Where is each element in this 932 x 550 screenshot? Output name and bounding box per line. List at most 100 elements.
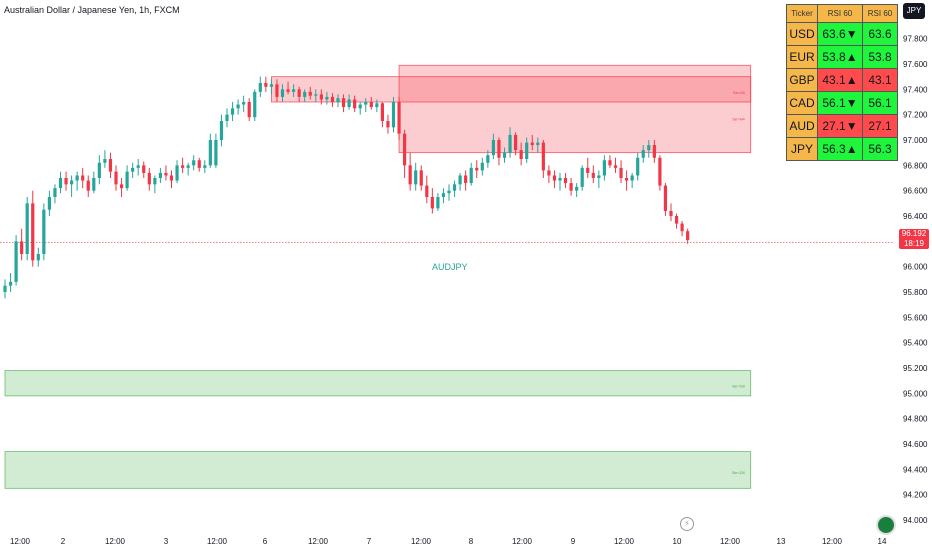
candle-body bbox=[47, 197, 51, 210]
candle-body bbox=[630, 175, 634, 181]
candle-body bbox=[175, 165, 179, 181]
candle-body bbox=[625, 178, 629, 181]
candle-body bbox=[64, 178, 68, 185]
candle-body bbox=[619, 167, 623, 178]
candle-body bbox=[264, 83, 268, 87]
candle-body bbox=[597, 175, 601, 178]
candle-body bbox=[75, 175, 79, 181]
candle-body bbox=[247, 102, 251, 118]
candle-body bbox=[375, 103, 379, 108]
x-tick-label: 10 bbox=[673, 537, 682, 546]
candle-body bbox=[536, 142, 540, 146]
candle-body bbox=[258, 83, 262, 92]
candle-body bbox=[497, 140, 501, 158]
candle-body bbox=[514, 134, 518, 151]
candle-body bbox=[142, 165, 146, 173]
demand-zone bbox=[4, 451, 752, 489]
candle-body bbox=[586, 167, 590, 173]
candle-body bbox=[558, 178, 562, 181]
candle-body bbox=[25, 203, 29, 254]
rsi-value-b: 43.1 bbox=[862, 68, 898, 92]
candle-body bbox=[330, 96, 335, 102]
candle-body bbox=[408, 165, 412, 185]
candle-body bbox=[197, 160, 201, 168]
rsi-row-cad: CAD 56.1▼ 56.1 bbox=[786, 91, 898, 115]
y-tick-label: 96.400 bbox=[903, 212, 928, 221]
y-tick-label: 97.400 bbox=[903, 85, 928, 94]
candle-body bbox=[652, 145, 656, 158]
rsi-value-a: 27.1▼ bbox=[817, 114, 863, 138]
rsi-row-usd: USD 63.6▼ 63.6 bbox=[786, 22, 898, 46]
x-tick-label: 12:00 bbox=[105, 537, 126, 546]
candle-body bbox=[81, 175, 85, 181]
candle-body bbox=[125, 171, 129, 189]
current-price: 96.192 bbox=[901, 229, 927, 238]
candle-body bbox=[486, 155, 490, 163]
rsi-value-a: 56.3▲ bbox=[817, 137, 863, 161]
x-tick-label: 7 bbox=[367, 537, 372, 546]
candle-body bbox=[36, 254, 40, 261]
x-tick-label: 6 bbox=[263, 537, 268, 546]
y-tick-label: 95.000 bbox=[903, 389, 928, 398]
candle-body bbox=[641, 150, 645, 158]
candle-body bbox=[353, 99, 357, 109]
y-tick-label: 97.000 bbox=[903, 136, 928, 145]
candle-body bbox=[369, 102, 373, 108]
y-tick-label: 96.600 bbox=[903, 187, 928, 196]
candle-body bbox=[97, 162, 101, 178]
candle-body bbox=[658, 157, 662, 186]
candle-body bbox=[636, 157, 640, 176]
y-tick-label: 97.800 bbox=[903, 35, 928, 44]
candle-body bbox=[647, 145, 651, 151]
candle-body bbox=[186, 165, 190, 168]
candle-body bbox=[42, 209, 46, 254]
zone-label: Se=H4 bbox=[732, 116, 745, 121]
candle-body bbox=[436, 197, 440, 209]
candle-body bbox=[447, 190, 451, 194]
current-price-tag: 96.192 18:19 bbox=[899, 229, 929, 249]
candle-body bbox=[458, 175, 462, 185]
x-tick-label: 9 bbox=[571, 537, 576, 546]
x-tick-label: 12:00 bbox=[207, 537, 228, 546]
candle-body bbox=[480, 162, 484, 171]
candle-body bbox=[414, 170, 418, 185]
x-tick-label: 3 bbox=[164, 537, 169, 546]
bar-countdown: 18:19 bbox=[903, 239, 925, 248]
candle-body bbox=[203, 165, 207, 168]
x-tick-label: 14 bbox=[878, 537, 887, 546]
lightning-icon[interactable]: ⚡ bbox=[680, 517, 694, 531]
candle-body bbox=[530, 142, 534, 146]
zone-label: Be=D8 bbox=[732, 384, 745, 389]
candle-body bbox=[341, 98, 346, 108]
y-tick-label: 94.600 bbox=[903, 440, 928, 449]
candle-body bbox=[308, 91, 312, 96]
candle-body bbox=[319, 94, 323, 100]
candle-body bbox=[686, 231, 690, 241]
currency-badge[interactable]: JPY bbox=[903, 3, 925, 19]
rsi-table: Ticker RSI 60 RSI 60 USD 63.6▼ 63.6 EUR … bbox=[786, 4, 898, 161]
candle-body bbox=[386, 121, 390, 128]
logo-icon[interactable] bbox=[876, 515, 896, 535]
y-tick-label: 95.600 bbox=[903, 313, 928, 322]
x-tick-label: 12:00 bbox=[10, 537, 31, 546]
candle-body bbox=[469, 167, 473, 184]
candle-body bbox=[286, 89, 290, 92]
candle-body bbox=[552, 175, 557, 181]
candle-body bbox=[547, 170, 551, 176]
y-tick-label: 96.000 bbox=[903, 263, 928, 272]
rsi-header-row: Ticker RSI 60 RSI 60 bbox=[786, 4, 898, 23]
candle-body bbox=[236, 104, 240, 109]
candle-body bbox=[591, 172, 595, 178]
rsi-ticker: CAD bbox=[786, 91, 818, 115]
candle-body bbox=[253, 91, 257, 118]
candle-body bbox=[508, 134, 512, 153]
candle-body bbox=[608, 160, 612, 166]
x-tick-label: 13 bbox=[777, 537, 786, 546]
candle-body bbox=[563, 178, 568, 184]
x-tick-label: 12:00 bbox=[308, 537, 329, 546]
x-tick-label: 12:00 bbox=[822, 537, 843, 546]
y-tick-label: 96.800 bbox=[903, 161, 928, 170]
rsi-value-a: 43.1▲ bbox=[817, 68, 863, 92]
x-tick-label: 12:00 bbox=[411, 537, 432, 546]
